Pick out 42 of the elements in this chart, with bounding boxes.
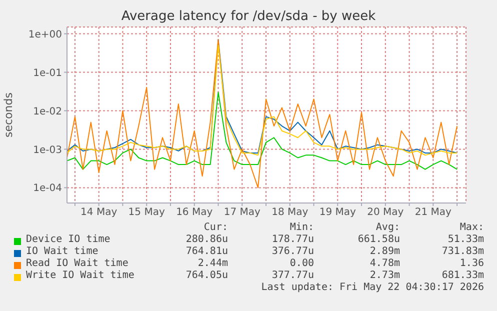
text: 178.77u [270, 234, 314, 245]
text: 681.33m [440, 270, 484, 281]
chart-title: Average latency for /dev/sda - by week [120, 9, 377, 24]
text: 4.78m [368, 258, 400, 269]
x-tick-label: 16 May [176, 207, 213, 218]
text: 2.73m [368, 270, 400, 281]
y-tick-label: 1e-02 [33, 106, 62, 118]
x-tick-label: 19 May [319, 207, 356, 218]
text: 0.00 [288, 258, 314, 269]
x-tick-label: 20 May [367, 207, 404, 218]
text: 2.89m [368, 246, 400, 257]
text: 376.77u [270, 246, 314, 257]
text: Last update: Fri May 22 04:30:17 2026 [260, 282, 484, 293]
legend-label: Write IO Wait time [26, 270, 134, 281]
legend-label: IO Wait time [26, 246, 98, 257]
y-axis-title: seconds [2, 92, 15, 138]
text: Max: [458, 222, 484, 233]
y-tick-label: 1e+00 [28, 29, 62, 40]
x-tick-label: 15 May [128, 207, 165, 218]
line-series [67, 92, 458, 170]
text: Avg: [374, 222, 400, 233]
legend-label: Read IO Wait time [26, 258, 128, 269]
text: 377.77u [270, 270, 314, 281]
text: 51.33m [446, 234, 484, 245]
text: Min: [288, 222, 314, 233]
line-series [67, 39, 458, 188]
y-tick-label: 1e-04 [33, 183, 62, 194]
text: 2.44m [196, 258, 228, 269]
x-tick-label: 17 May [224, 207, 260, 218]
legend-label: Device IO time [26, 234, 110, 245]
x-tick-label: 18 May [272, 207, 308, 218]
text: Cur: [202, 222, 228, 233]
text: 1.36 [458, 258, 484, 269]
text: 731.83m [440, 246, 484, 257]
text: 764.81u [184, 246, 228, 257]
text: 764.05u [184, 270, 228, 281]
text: 661.58u [356, 234, 400, 245]
x-tick-label: 14 May [80, 207, 118, 218]
y-tick-label: 1e-03 [33, 144, 62, 156]
y-tick-label: 1e-01 [33, 68, 62, 79]
text: 280.86u [184, 234, 228, 245]
x-tick-label: 21 May [414, 207, 452, 218]
